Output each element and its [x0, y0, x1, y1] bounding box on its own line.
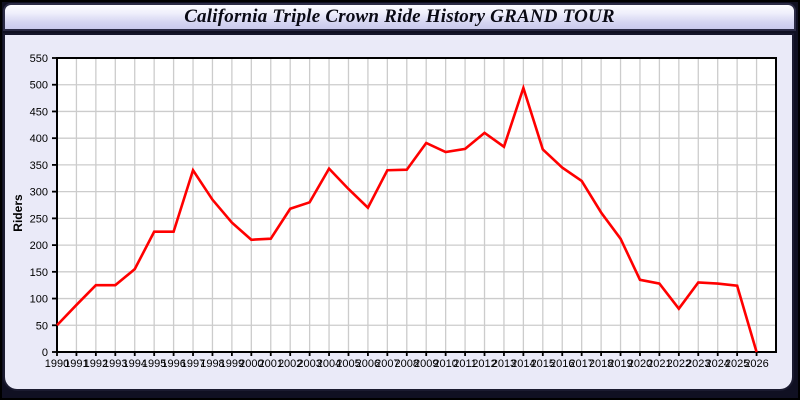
- chart-title: California Triple Crown Ride History GRA…: [184, 6, 615, 27]
- chart-panel: [3, 33, 794, 391]
- chart-title-bar: California Triple Crown Ride History GRA…: [3, 3, 796, 31]
